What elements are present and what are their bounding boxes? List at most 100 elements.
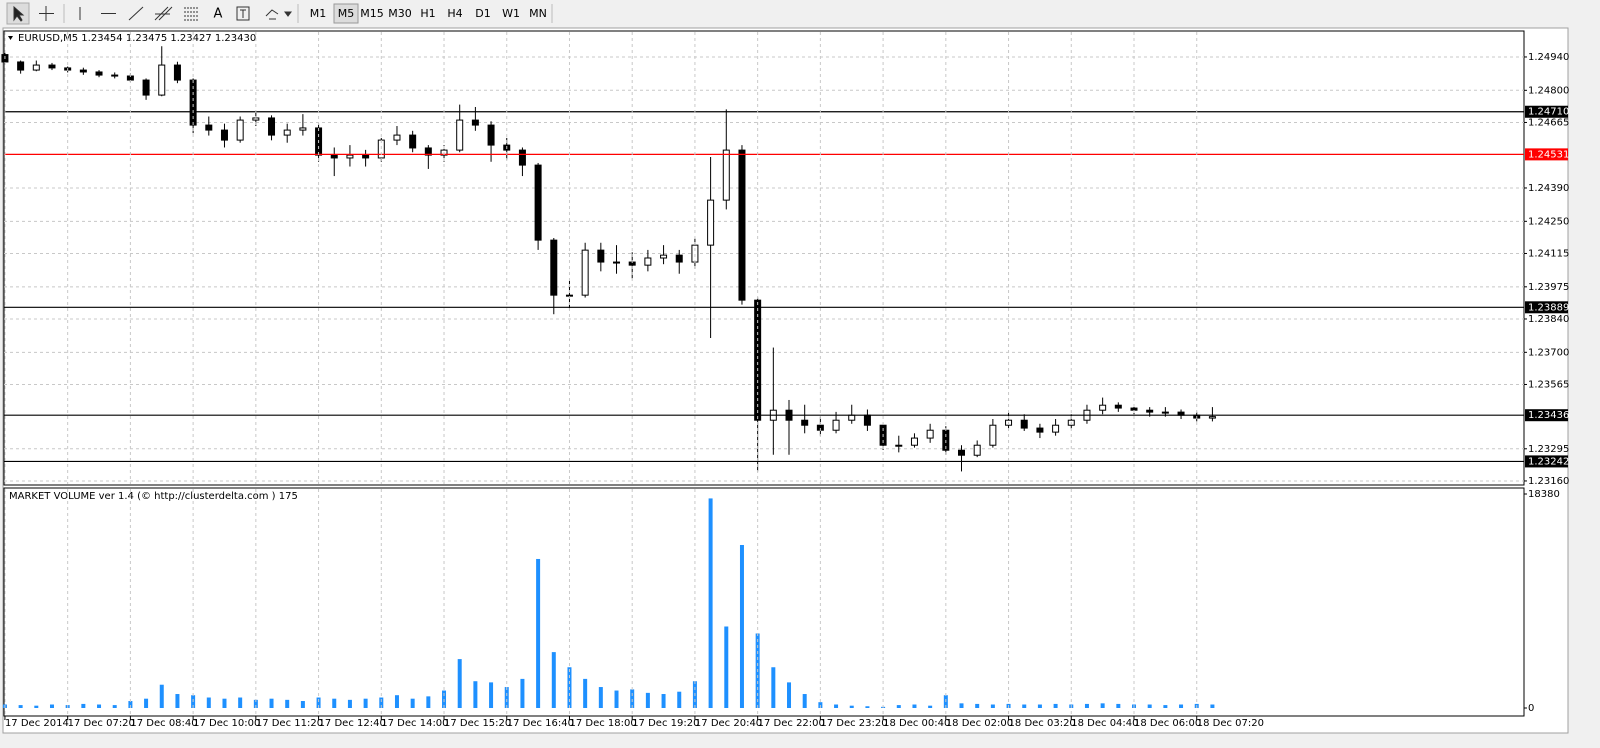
x-tick-label: 17 Dec 10:00 <box>193 718 260 729</box>
x-tick-label: 17 Dec 2014 <box>5 718 69 729</box>
timeframe-button[interactable]: W1 <box>502 7 520 20</box>
y-tick-label: 1.23160 <box>1528 476 1569 487</box>
x-tick-label: 18 Dec 00:40 <box>883 718 950 729</box>
price-level-label: 1.23889 <box>1528 302 1569 313</box>
volume-bar <box>347 699 352 708</box>
timeframe-button[interactable]: H1 <box>420 7 435 20</box>
dropdown-arrow[interactable] <box>284 11 292 17</box>
candle-body <box>613 261 621 264</box>
volume-bar <box>802 694 807 708</box>
candle-body <box>158 64 166 96</box>
candle-body <box>973 444 981 456</box>
crosshair-icon[interactable] <box>39 6 54 21</box>
timeframe-button[interactable]: M1 <box>310 7 327 20</box>
volume-bar <box>896 705 901 708</box>
y-tick-label: 1.24115 <box>1528 248 1569 259</box>
x-tick-label: 17 Dec 12:40 <box>319 718 386 729</box>
volume-bar <box>206 697 211 708</box>
textlabel-icon[interactable] <box>236 6 250 21</box>
timeframe-active <box>333 3 359 24</box>
volume-bar <box>1053 703 1058 708</box>
candle-body <box>205 124 213 131</box>
candle-body <box>754 299 762 421</box>
candle-body <box>424 147 432 156</box>
timeframe-button[interactable]: M15 <box>360 7 384 20</box>
y-tick-label: 1.24250 <box>1528 216 1569 227</box>
volume-bar <box>551 652 556 708</box>
toolbar <box>0 0 1600 27</box>
volume-bar <box>222 698 227 708</box>
candle-body <box>518 149 526 166</box>
candle-body <box>409 134 417 149</box>
x-tick-label: 17 Dec 11:20 <box>256 718 323 729</box>
candle-body <box>1161 411 1169 414</box>
timeframe-button[interactable]: MN <box>529 7 547 20</box>
volume-bar <box>739 544 744 708</box>
volume-bar <box>645 692 650 708</box>
symbol-menu[interactable] <box>8 36 13 40</box>
candle-body <box>142 79 150 96</box>
candle-body <box>111 74 119 77</box>
volume-bar <box>1037 704 1042 708</box>
timeframe-button[interactable]: M30 <box>388 7 412 20</box>
candle-body <box>1208 416 1216 419</box>
candle-body <box>48 64 56 69</box>
candle-body <box>644 257 652 266</box>
candle-body <box>722 149 730 201</box>
channel-icon[interactable] <box>154 6 173 21</box>
volume-bar <box>520 678 525 708</box>
volume-bar <box>771 667 776 708</box>
candle-body <box>346 154 354 159</box>
candle-body <box>989 424 997 446</box>
candle-body <box>487 124 495 146</box>
volume-bar <box>614 690 619 708</box>
y-tick-label: 1.23295 <box>1528 444 1569 455</box>
x-tick-label: 17 Dec 19:20 <box>632 718 699 729</box>
volume-bar <box>959 703 964 708</box>
volume-bar <box>285 699 290 708</box>
textlabel-t <box>240 9 246 18</box>
candle-body <box>1052 424 1060 433</box>
volume-bar <box>1210 704 1215 708</box>
fibo-icon[interactable] <box>184 7 198 21</box>
candle-body <box>283 129 291 136</box>
volume-bar <box>708 498 713 708</box>
x-tick-label: 17 Dec 18:00 <box>569 718 636 729</box>
volume-bar <box>661 694 666 708</box>
y-tick-label: 1.24800 <box>1528 85 1569 96</box>
volume-bar <box>677 691 682 708</box>
cursor-icon <box>13 5 25 22</box>
volume-bar <box>849 705 854 708</box>
volume-bar <box>975 703 980 708</box>
candle-body <box>738 149 746 301</box>
volume-bar <box>1100 703 1105 708</box>
price-level-tag <box>1525 409 1568 422</box>
volume-bar <box>332 698 337 708</box>
candle-body <box>1020 419 1028 429</box>
candle-body <box>32 64 40 71</box>
candle-body <box>801 419 809 426</box>
arrows-icon[interactable] <box>265 9 279 20</box>
timeframe-button[interactable]: H4 <box>447 7 462 20</box>
candle-body <box>173 64 181 81</box>
volume-bar <box>928 705 933 708</box>
candle-body <box>393 134 401 141</box>
timeframe-button[interactable]: D1 <box>475 7 490 20</box>
candle-body <box>79 69 87 73</box>
y-tick-label: 1.23975 <box>1528 282 1569 293</box>
indicator-title: MARKET VOLUME ver 1.4 (© http://clusterd… <box>9 491 298 502</box>
volume-bar <box>724 626 729 708</box>
candle-body <box>863 414 871 426</box>
volume-bar <box>269 698 274 708</box>
text-tool[interactable]: A <box>214 7 223 22</box>
candle-body <box>17 61 25 71</box>
volume-bar <box>787 682 792 708</box>
trendline-icon[interactable] <box>128 6 144 21</box>
timeframe-button[interactable]: M5 <box>338 7 355 20</box>
volume-bar <box>112 705 117 708</box>
volume-bar <box>300 701 305 708</box>
x-tick-label: 17 Dec 22:00 <box>758 718 825 729</box>
candle-body <box>926 429 934 439</box>
candle-body <box>1114 404 1122 409</box>
